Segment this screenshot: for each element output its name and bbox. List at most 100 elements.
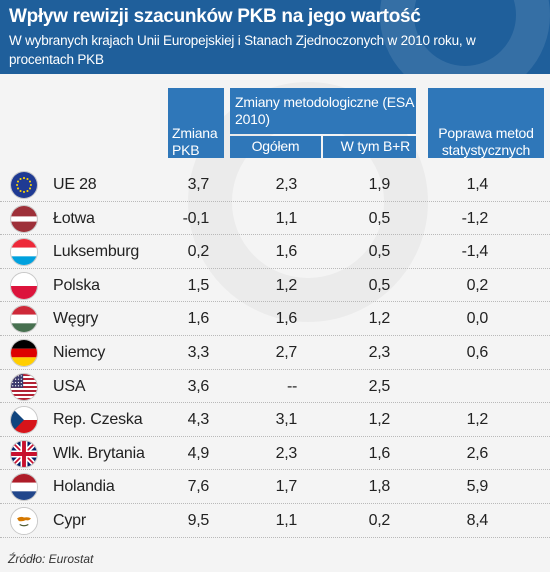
country-name: USA xyxy=(53,377,86,395)
value-poprawa: -1,2 xyxy=(461,209,489,227)
value-zmiana-pkb: 4,9 xyxy=(187,444,210,462)
country-name: Niemcy xyxy=(53,344,106,361)
table-row: Cypr 9,5 1,1 0,2 8,4 xyxy=(0,504,550,538)
table-row: USA 3,6 -- 2,5 xyxy=(0,370,550,404)
value-w-tym-br: 0,5 xyxy=(368,276,391,294)
latvia-flag-icon xyxy=(10,204,38,233)
value-w-tym-br: 1,8 xyxy=(368,478,391,496)
luxembourg-flag-icon xyxy=(10,238,38,267)
value-w-tym-br: 0,5 xyxy=(368,243,391,261)
table-row: Węgry 1,6 1,6 1,2 0,0 xyxy=(0,302,550,336)
table-row: Luksemburg 0,2 1,6 0,5 -1,4 xyxy=(0,235,550,269)
value-zmiana-pkb: 1,5 xyxy=(187,276,210,294)
czech-flag-icon xyxy=(10,406,38,435)
table-row: Holandia 7,6 1,7 1,8 5,9 xyxy=(0,470,550,504)
header-zmiana-pkb: Zmiana PKB xyxy=(168,88,224,158)
row-separator xyxy=(0,368,550,370)
table-row: Wlk. Brytania 4,9 2,3 1,6 2,6 xyxy=(0,437,550,471)
value-w-tym-br: 1,9 xyxy=(368,176,391,193)
value-w-tym-br: 1,2 xyxy=(368,411,391,429)
value-ogolem: 1,2 xyxy=(275,276,298,294)
row-separator xyxy=(0,301,550,303)
country-name: Rep. Czeska xyxy=(53,411,143,429)
table-area: Zmiana PKB Zmiany metodologiczne (ESA 20… xyxy=(0,74,550,572)
value-ogolem: 3,1 xyxy=(275,411,298,429)
row-separator xyxy=(0,402,550,404)
value-poprawa: 5,9 xyxy=(466,478,489,496)
value-poprawa: 1,2 xyxy=(466,411,489,429)
country-name: Węgry xyxy=(53,310,99,328)
header-w-tym-br: W tym B+R xyxy=(323,136,416,158)
value-zmiana-pkb: 7,6 xyxy=(187,478,210,496)
table-row: Polska 1,5 1,2 0,5 0,2 xyxy=(0,269,550,303)
value-poprawa: 1,4 xyxy=(466,176,489,193)
value-zmiana-pkb: -0,1 xyxy=(182,209,210,227)
value-ogolem: 1,1 xyxy=(275,209,298,227)
value-zmiana-pkb: 3,3 xyxy=(187,344,210,361)
value-zmiana-pkb: 3,7 xyxy=(187,176,210,193)
cyprus-flag-icon xyxy=(10,507,38,535)
value-zmiana-pkb: 1,6 xyxy=(187,310,210,328)
value-ogolem: 1,7 xyxy=(275,478,298,496)
value-zmiana-pkb: 9,5 xyxy=(187,512,210,529)
value-poprawa: 2,6 xyxy=(466,444,489,462)
country-name: Holandia xyxy=(53,478,115,496)
source-note: Źródło: Eurostat xyxy=(8,552,94,566)
row-separator xyxy=(0,502,550,504)
row-separator xyxy=(0,536,550,538)
value-ogolem: -- xyxy=(286,377,297,395)
header-wtym-label: W tym B+R xyxy=(340,138,411,154)
country-name: Wlk. Brytania xyxy=(53,444,145,462)
value-w-tym-br: 2,5 xyxy=(368,377,391,395)
header-ogolem: Ogółem xyxy=(230,136,321,158)
row-separator xyxy=(0,267,550,269)
hungary-flag-icon xyxy=(10,305,38,334)
country-name: UE 28 xyxy=(53,176,97,193)
usa-flag-icon xyxy=(10,372,38,401)
value-poprawa: 0,2 xyxy=(466,276,489,294)
value-ogolem: 1,6 xyxy=(275,310,298,328)
country-name: Luksemburg xyxy=(53,243,140,261)
table-row: Łotwa -0,1 1,1 0,5 -1,2 xyxy=(0,202,550,236)
table-row: Niemcy 3,3 2,7 2,3 0,6 xyxy=(0,336,550,370)
row-separator xyxy=(0,234,550,236)
value-poprawa: 0,0 xyxy=(466,310,489,328)
table-row: Rep. Czeska 4,3 3,1 1,2 1,2 xyxy=(0,403,550,437)
value-ogolem: 1,6 xyxy=(275,243,298,261)
header-ogolem-label: Ogółem xyxy=(251,138,300,154)
header-poprawa-metod: Poprawa metod statystycznych xyxy=(428,88,544,158)
page-title: Wpływ rewizji szacunków PKB na jego wart… xyxy=(9,6,421,27)
eu-flag-icon xyxy=(10,171,38,199)
header-banner: Wpływ rewizji szacunków PKB na jego wart… xyxy=(0,0,550,74)
germany-flag-icon xyxy=(10,339,38,367)
poland-flag-icon xyxy=(10,271,38,300)
header-zmiana-label: Zmiana PKB xyxy=(172,125,218,158)
header-poprawa-label: Poprawa metod statystycznych xyxy=(438,125,534,158)
row-separator xyxy=(0,200,550,202)
value-zmiana-pkb: 3,6 xyxy=(187,377,210,395)
country-name: Polska xyxy=(53,276,100,294)
country-name: Cypr xyxy=(53,512,86,529)
value-zmiana-pkb: 0,2 xyxy=(187,243,210,261)
page-subtitle: W wybranych krajach Unii Europejskiej i … xyxy=(9,33,476,67)
uk-flag-icon xyxy=(10,439,38,468)
header-zmiany-metodologiczne: Zmiany metodologiczne (ESA 2010) xyxy=(230,88,416,134)
country-name: Łotwa xyxy=(53,209,95,227)
value-ogolem: 1,1 xyxy=(275,512,298,529)
value-w-tym-br: 0,5 xyxy=(368,209,391,227)
table-row: UE 28 3,7 2,3 1,9 1,4 xyxy=(0,168,550,202)
value-ogolem: 2,3 xyxy=(275,176,298,193)
value-poprawa: 8,4 xyxy=(466,512,489,529)
value-poprawa: -1,4 xyxy=(461,243,489,261)
value-ogolem: 2,3 xyxy=(275,444,298,462)
value-w-tym-br: 1,2 xyxy=(368,310,391,328)
value-w-tym-br: 0,2 xyxy=(368,512,391,529)
value-zmiana-pkb: 4,3 xyxy=(187,411,210,429)
row-separator xyxy=(0,435,550,437)
value-w-tym-br: 1,6 xyxy=(368,444,391,462)
value-poprawa: 0,6 xyxy=(466,344,489,361)
row-separator xyxy=(0,334,550,336)
value-ogolem: 2,7 xyxy=(275,344,298,361)
row-separator xyxy=(0,469,550,471)
header-metod-label: Zmiany metodologiczne (ESA 2010) xyxy=(235,94,414,127)
